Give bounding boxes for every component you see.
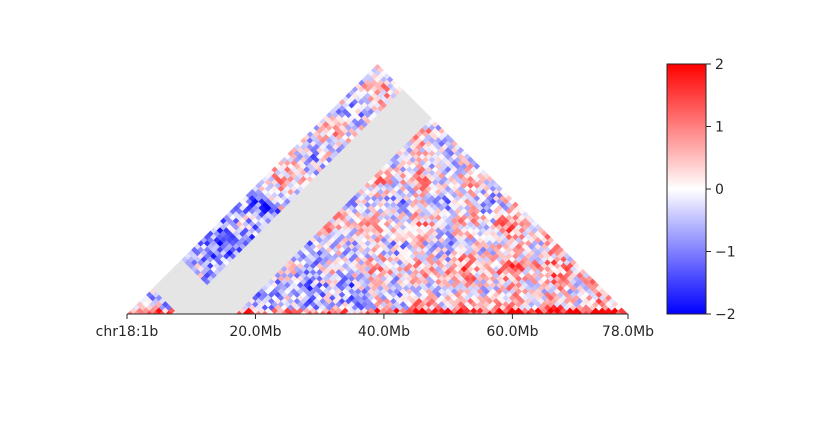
colorbar: 2 1 0 −1 −2 <box>666 57 736 323</box>
contact-matrix-triangle <box>127 64 628 314</box>
colorbar-tick-label: 2 <box>715 57 724 73</box>
colorbar-tick-label: −1 <box>715 245 736 261</box>
x-axis: chr18:1b 20.0Mb 40.0Mb 60.0Mb 78.0Mb <box>96 313 654 340</box>
x-tick-label: 60.0Mb <box>486 324 538 340</box>
colorbar-tick-label: −2 <box>715 307 736 323</box>
x-tick-label: 40.0Mb <box>358 324 410 340</box>
x-tick-label: chr18:1b <box>96 324 159 340</box>
colorbar-tick-label: 1 <box>715 120 724 136</box>
colorbar-gradient <box>666 63 707 315</box>
colorbar-tick-label: 0 <box>715 182 724 198</box>
x-tick-label: 20.0Mb <box>229 324 281 340</box>
x-tick-label: 78.0Mb <box>602 324 654 340</box>
